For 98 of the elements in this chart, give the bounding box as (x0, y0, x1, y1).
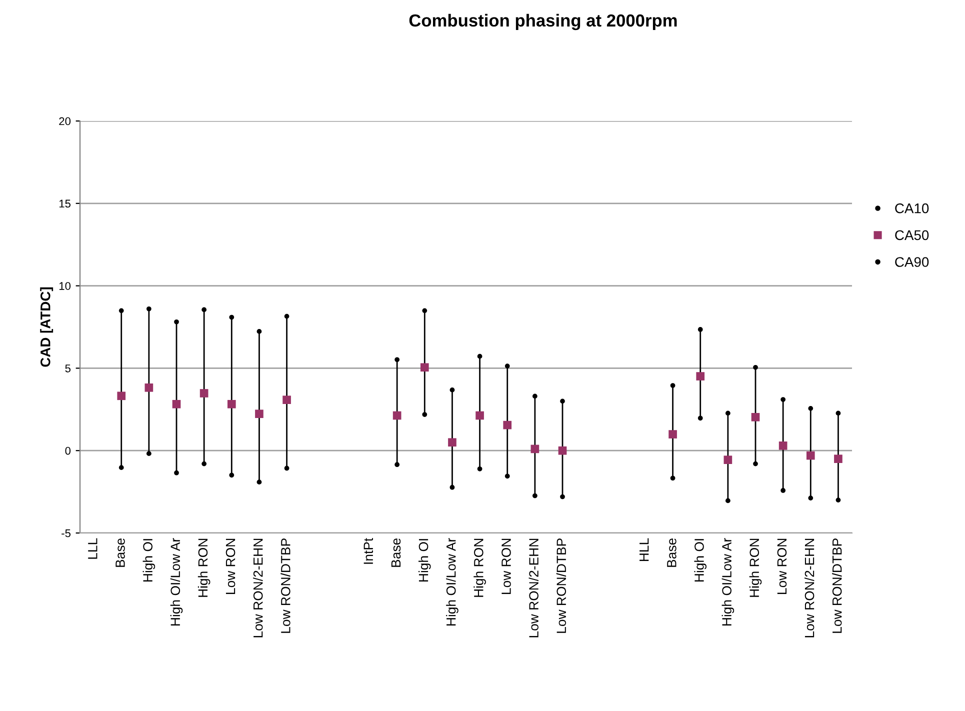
x-tick-label: Low RON/DTBP (280, 538, 290, 633)
point (172, 400, 181, 408)
point (144, 383, 154, 392)
point (753, 364, 758, 370)
point (726, 498, 730, 504)
point (503, 420, 512, 430)
point (227, 400, 236, 408)
x-tick-label: High RON (749, 538, 762, 597)
x-tick-label: Base (116, 538, 125, 567)
point (422, 308, 428, 314)
point (229, 472, 234, 478)
point (284, 314, 290, 319)
point (834, 454, 842, 464)
point (751, 412, 760, 422)
point (394, 357, 400, 362)
point (670, 383, 676, 388)
x-tick-label: Low RON/2-EHN (253, 538, 263, 638)
point (696, 372, 705, 380)
point (780, 397, 786, 402)
point (256, 329, 262, 334)
point (420, 363, 429, 372)
point (118, 465, 124, 470)
x-tick-label: Low RON (502, 538, 511, 594)
y-tick-label: -5 (62, 529, 71, 538)
x-tick-label: Base (391, 538, 401, 567)
y-tick-label: 0 (65, 446, 71, 455)
x-tick-label: LLL (88, 538, 98, 559)
y-tick-label: 15 (59, 200, 71, 208)
point (448, 438, 456, 447)
chart-title: Combustion phasing at 2000rpm (409, 14, 677, 30)
point (504, 474, 510, 479)
point (778, 441, 788, 450)
point (202, 461, 206, 466)
point (530, 444, 540, 454)
point (450, 484, 455, 490)
point (724, 456, 732, 464)
x-tick-label: High OI/Low Ar (446, 538, 458, 626)
point (229, 314, 234, 320)
point (118, 308, 124, 314)
point (476, 411, 484, 420)
point (560, 494, 565, 500)
x-tick-label: IntPt (364, 538, 374, 564)
x-tick-label: High OI/Low Ar (722, 538, 734, 626)
point (284, 466, 290, 471)
y-tick-label: 5 (65, 364, 71, 372)
point (202, 307, 206, 312)
point (200, 389, 208, 398)
x-tick-label: High OI (142, 539, 156, 582)
x-tick-label: High OI (694, 539, 707, 582)
point (808, 406, 814, 411)
point (477, 354, 482, 359)
x-tick-label: High OI/Low Ar (170, 538, 183, 626)
point (256, 480, 262, 485)
point (282, 396, 291, 404)
point (392, 411, 402, 420)
point (255, 410, 264, 418)
x-tick-label: Low RON (226, 538, 236, 594)
x-tick-label: High RON (474, 538, 486, 597)
point (394, 462, 400, 468)
point (836, 498, 841, 502)
point (698, 327, 703, 332)
point (698, 416, 703, 421)
point (558, 446, 567, 455)
point (422, 412, 428, 417)
x-tick-label: High OI (418, 539, 431, 582)
point (726, 410, 730, 416)
point (477, 466, 482, 472)
point (670, 476, 676, 481)
y-tick-label: 20 (59, 117, 71, 126)
legend-label: CA10 (895, 203, 929, 214)
x-tick-label: Low RON/DTBP (832, 538, 842, 633)
point (532, 493, 538, 498)
point (146, 306, 152, 312)
point (780, 488, 786, 493)
x-tick-label: Base (667, 538, 676, 567)
point (532, 394, 538, 399)
y-axis-title: CAD [ATDC] (40, 287, 54, 367)
y-tick-label: 10 (59, 282, 71, 290)
point (753, 461, 758, 466)
point (808, 496, 814, 500)
point (836, 410, 841, 416)
point (560, 398, 565, 404)
x-tick-label: High RON (198, 538, 210, 597)
point (504, 364, 510, 368)
legend-label: CA90 (895, 257, 929, 267)
point (146, 451, 152, 456)
point (668, 430, 677, 438)
point (450, 388, 455, 392)
x-tick-label: Low RON/2-EHN (804, 538, 814, 638)
x-tick-label: Low RON/2-EHN (528, 538, 538, 638)
legend-label: CA50 (895, 230, 929, 240)
x-tick-label: Low RON (777, 538, 787, 594)
point (806, 451, 815, 460)
point (117, 392, 126, 400)
point (174, 470, 179, 476)
x-tick-label: Low RON/DTBP (556, 538, 566, 633)
x-tick-label: HLL (640, 538, 649, 561)
point (174, 319, 179, 324)
